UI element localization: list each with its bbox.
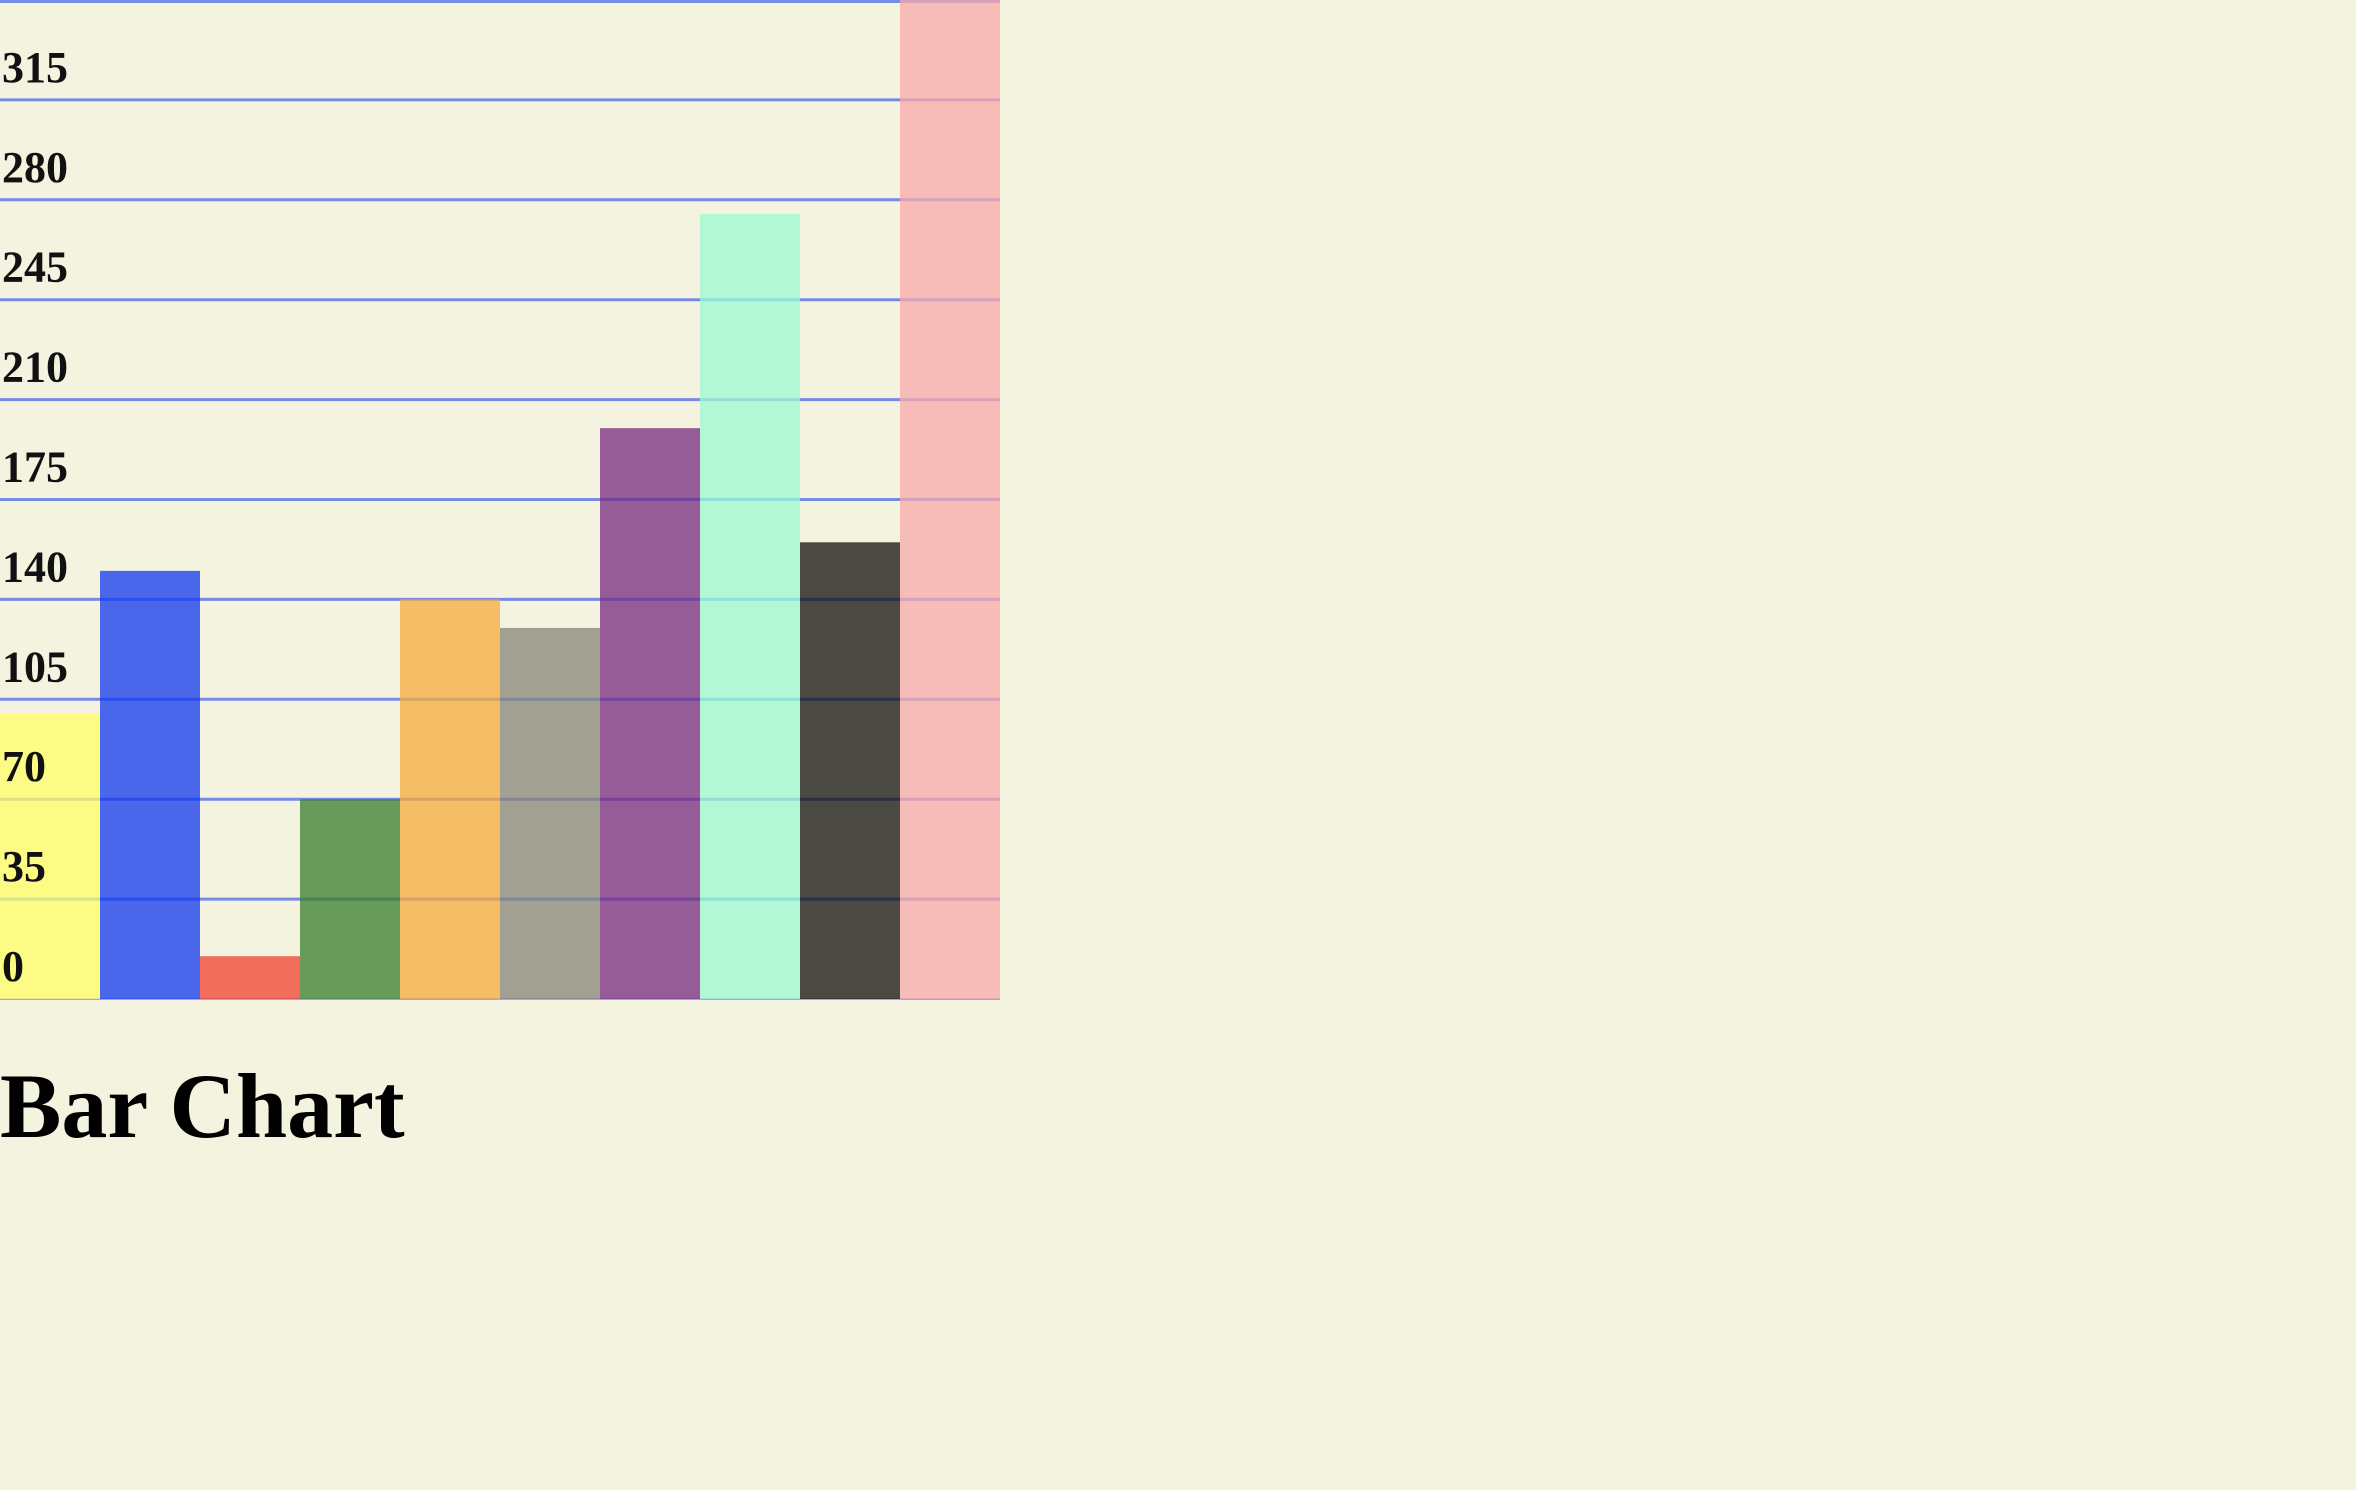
bar-1	[0, 713, 100, 999]
bar-7	[600, 428, 700, 1000]
y-tick-label: 35	[2, 842, 46, 891]
bars	[0, 0, 1000, 1000]
y-tick-label: 210	[2, 343, 68, 392]
y-axis-tick-labels: 0 35 70 105 140 175 210 245 280 315	[2, 43, 68, 991]
bar-3	[200, 956, 300, 999]
page-title: Bar Chart	[0, 1055, 405, 1157]
bar-2	[100, 570, 200, 999]
bar-4	[300, 799, 400, 999]
y-tick-label: 245	[2, 243, 68, 292]
y-tick-label: 105	[2, 642, 68, 691]
bar-6	[500, 627, 600, 999]
y-tick-label: 140	[2, 542, 68, 591]
bar-9	[800, 542, 900, 999]
bar-5	[400, 599, 500, 999]
y-tick-label: 175	[2, 443, 68, 492]
chart-canvas: 0 35 70 105 140 175 210 245 280 315	[0, 0, 1000, 1000]
y-tick-label: 315	[2, 43, 68, 92]
y-tick-label: 280	[2, 143, 68, 192]
bar-10	[900, 0, 1000, 999]
y-tick-label: 70	[2, 742, 46, 791]
bar-8	[700, 214, 800, 1000]
y-tick-label: 0	[2, 942, 24, 991]
bar-chart: 0 35 70 105 140 175 210 245 280 315	[0, 0, 1002, 1000]
